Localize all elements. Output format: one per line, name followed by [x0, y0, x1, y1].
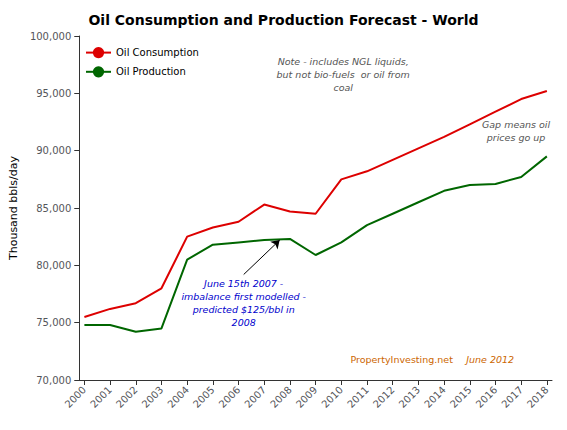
svg-text:June 2012: June 2012: [464, 354, 514, 365]
svg-text:2016: 2016: [474, 384, 500, 410]
svg-text:Gap means oil: Gap means oil: [482, 119, 551, 130]
svg-text:70,000: 70,000: [36, 375, 71, 386]
svg-text:Thousand bbls/day: Thousand bbls/day: [7, 156, 20, 261]
svg-text:2003: 2003: [140, 384, 166, 410]
svg-text:predicted $125/bbl in: predicted $125/bbl in: [192, 304, 295, 315]
svg-text:coal: coal: [333, 82, 353, 93]
svg-text:75,000: 75,000: [36, 317, 71, 328]
svg-text:2005: 2005: [191, 384, 217, 410]
svg-text:2015: 2015: [448, 384, 474, 410]
svg-text:Oil Consumption and Production: Oil Consumption and Production Forecast …: [88, 12, 478, 28]
svg-text:2009: 2009: [294, 384, 320, 410]
svg-text:2001: 2001: [88, 384, 114, 410]
svg-text:2017: 2017: [499, 384, 525, 410]
svg-text:90,000: 90,000: [36, 145, 71, 156]
svg-text:PropertyInvesting.net: PropertyInvesting.net: [350, 354, 453, 365]
svg-text:Note - includes NGL liquids,: Note - includes NGL liquids,: [278, 56, 409, 67]
svg-text:2004: 2004: [165, 384, 191, 410]
svg-text:prices go up: prices go up: [486, 132, 546, 143]
svg-text:80,000: 80,000: [36, 260, 71, 271]
svg-text:2018: 2018: [525, 384, 551, 410]
svg-text:but not bio-fuels or oil from: but not bio-fuels or oil from: [277, 69, 410, 80]
svg-text:2007: 2007: [242, 384, 268, 410]
svg-text:2008: 2008: [232, 317, 256, 328]
svg-text:85,000: 85,000: [36, 203, 71, 214]
svg-text:2011: 2011: [345, 384, 371, 410]
svg-text:2014: 2014: [422, 384, 448, 410]
svg-text:2008: 2008: [268, 384, 294, 410]
svg-text:2002: 2002: [114, 384, 140, 410]
svg-text:Oil Production: Oil Production: [116, 66, 186, 77]
svg-text:95,000: 95,000: [36, 88, 71, 99]
svg-text:2000: 2000: [63, 384, 89, 410]
svg-text:2010: 2010: [319, 384, 345, 410]
svg-text:2012: 2012: [371, 384, 397, 410]
svg-text:imbalance first modelled -: imbalance first modelled -: [181, 291, 306, 302]
svg-text:June 15th 2007 -: June 15th 2007 -: [202, 278, 284, 289]
svg-text:2006: 2006: [217, 384, 243, 410]
svg-text:100,000: 100,000: [30, 31, 71, 42]
svg-text:Oil Consumption: Oil Consumption: [116, 47, 199, 58]
svg-text:2013: 2013: [397, 384, 423, 410]
